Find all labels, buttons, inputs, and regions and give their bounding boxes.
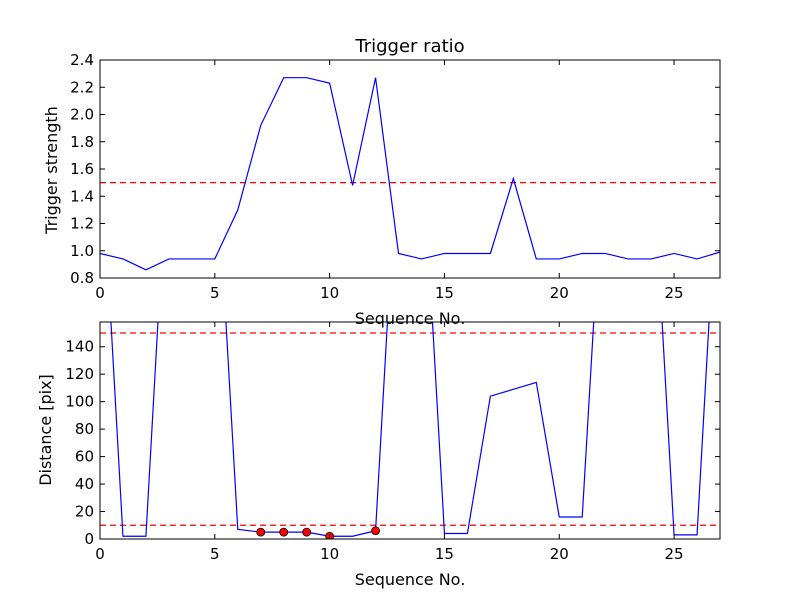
x-tick-label: 20 [550,284,569,302]
trigger-ratio-chart: Trigger ratio Sequence No. Trigger stren… [42,36,721,328]
chart-title: Trigger ratio [354,36,464,57]
y-tick-label: 2.0 [70,106,94,124]
y-tick-label: 0.8 [70,269,94,287]
x-tick-label: 5 [210,284,220,302]
y-tick-label: 1.8 [70,133,94,151]
y-axis-label: Distance [pix] [36,374,55,486]
data-marker [371,526,380,536]
x-tick-label: 15 [435,545,454,563]
series-line [100,77,720,271]
x-axis-label: Sequence No. [355,309,466,328]
x-axis-label: Sequence No. [355,570,466,589]
y-tick-label: 40 [75,475,94,493]
y-tick-label: 1.4 [70,187,94,205]
x-tick-label: 25 [665,545,684,563]
data-marker [256,527,266,537]
y-tick-label: 2.4 [70,51,94,69]
x-tick-label: 10 [320,284,339,302]
y-tick-label: 2.2 [70,78,94,96]
x-tick-label: 15 [435,284,454,302]
y-tick-label: 1.0 [70,242,94,260]
y-tick-label: 20 [75,503,94,521]
y-tick-label: 140 [65,338,94,356]
x-tick-label: 10 [320,545,339,563]
y-tick-label: 120 [65,365,94,383]
y-tick-label: 1.6 [70,160,94,178]
y-tick-label: 60 [75,448,94,466]
y-tick-label: 100 [65,393,94,411]
data-marker [302,527,312,537]
plot-frame [99,321,721,540]
x-tick-label: 20 [550,545,569,563]
y-tick-label: 1.2 [70,215,94,233]
x-tick-label: 0 [95,284,105,302]
x-tick-label: 0 [95,545,105,563]
y-axis-label: Trigger strength [42,106,61,235]
y-tick-label: 0 [84,530,94,548]
x-tick-label: 5 [210,545,220,563]
data-marker [279,527,289,537]
x-tick-label: 25 [665,284,684,302]
y-tick-label: 80 [75,420,94,438]
distance-chart: Sequence No. Distance [pix] 0 5 10 15 20 25 0 2… [36,321,721,589]
plot-area [100,322,720,539]
plot-area [100,77,720,271]
